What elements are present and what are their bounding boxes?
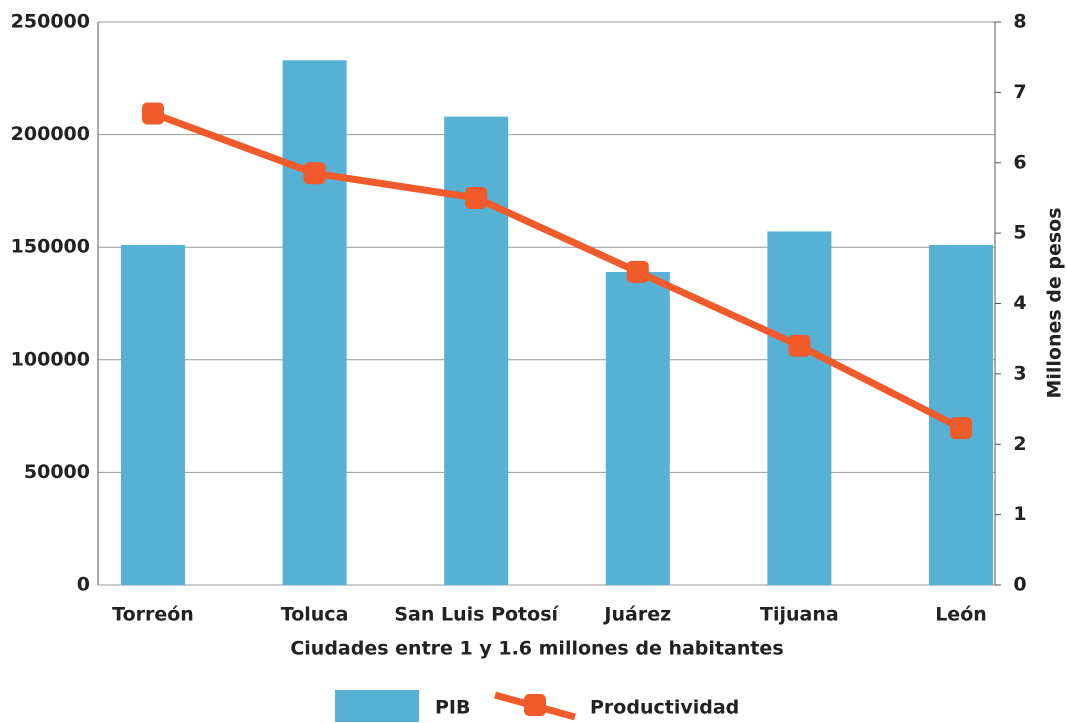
line-marker (626, 260, 649, 283)
line (151, 110, 963, 432)
line-marker (142, 102, 164, 125)
legend-label: PIB (435, 697, 470, 719)
x-tick-label: León (935, 604, 987, 626)
line-marker (950, 417, 972, 440)
y2-tick-label: 5 (1013, 222, 1026, 244)
line-marker (465, 186, 488, 209)
y-tick-label: 200000 (11, 123, 90, 145)
y2-tick-label: 0 (1013, 574, 1026, 596)
line-marker (788, 334, 811, 357)
x-tick-label: Torreón (112, 604, 194, 626)
y2-axis-label: Millones de pesos (1044, 207, 1066, 398)
y2-tick-label: 4 (1013, 292, 1026, 314)
legend-label: Productividad (590, 697, 739, 719)
bar (605, 271, 670, 585)
bar (121, 244, 185, 585)
y-tick-label: 150000 (11, 236, 90, 258)
y2-tick-label: 8 (1013, 11, 1026, 33)
y-tick-label: 250000 (11, 11, 90, 33)
y2-tick-label: 2 (1013, 433, 1026, 455)
line-marker (303, 162, 326, 185)
y2-tick-label: 6 (1013, 151, 1026, 173)
y-tick-label: 50000 (24, 461, 90, 483)
bar (767, 231, 832, 585)
legend-swatch (335, 690, 419, 722)
y-tick-label: 100000 (11, 348, 90, 370)
x-tick-label: San Luis Potosí (394, 604, 559, 626)
y2-tick-label: 3 (1013, 362, 1026, 384)
x-tick-label: Juárez (602, 604, 671, 626)
y-tick-label: 0 (77, 574, 90, 596)
x-tick-label: Tijuana (760, 604, 839, 626)
bar (444, 116, 509, 586)
x-tick-label: Toluca (281, 604, 349, 626)
bar (282, 60, 347, 586)
legend-swatch (524, 694, 546, 716)
y2-tick-label: 7 (1013, 81, 1026, 103)
x-axis-label: Ciudades entre 1 y 1.6 millones de habit… (290, 638, 783, 660)
y2-tick-label: 1 (1013, 503, 1026, 525)
